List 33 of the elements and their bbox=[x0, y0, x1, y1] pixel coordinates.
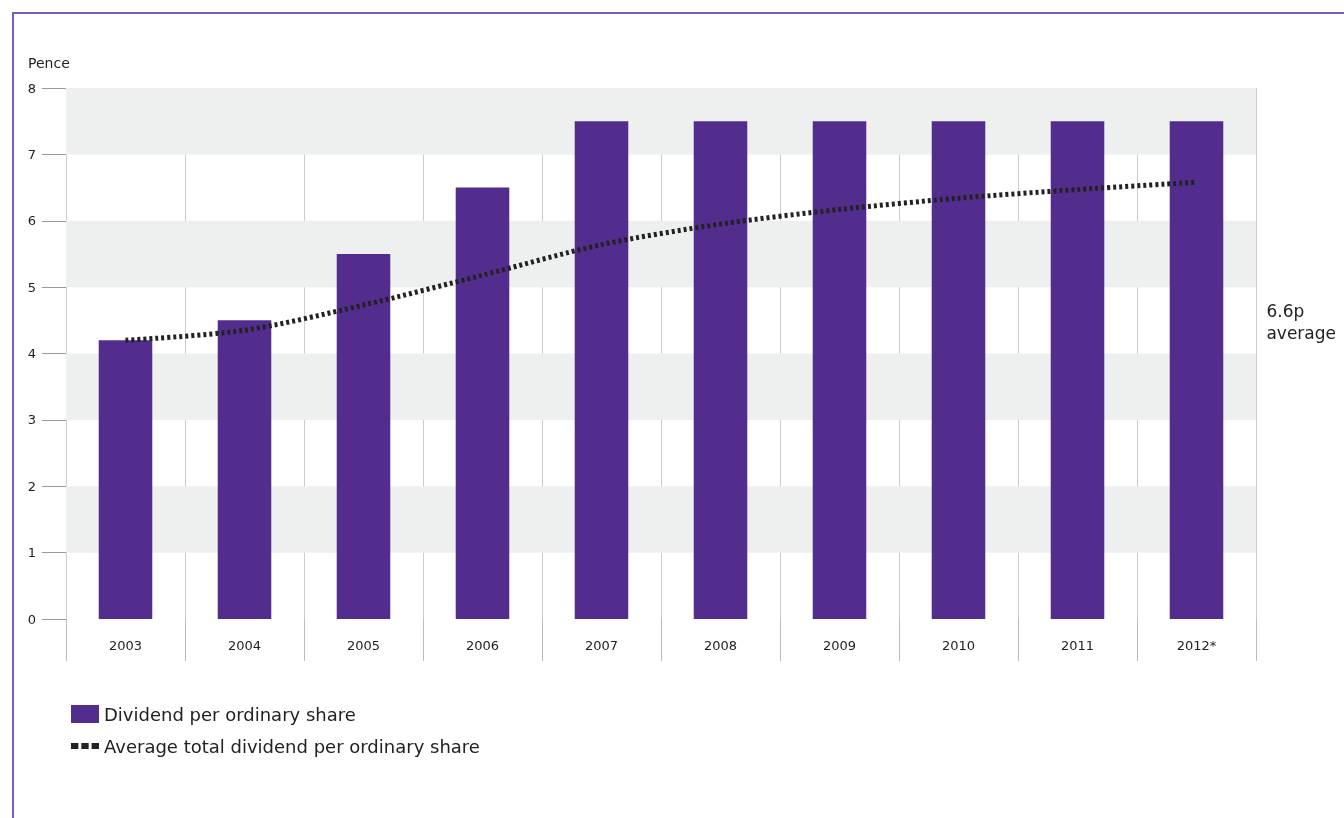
bar bbox=[812, 121, 867, 619]
bar bbox=[455, 187, 510, 619]
bar bbox=[1169, 121, 1224, 619]
y-tick-label: 8 bbox=[27, 80, 36, 96]
x-tick-label: 2012* bbox=[1176, 638, 1217, 653]
y-tick-label: 5 bbox=[27, 279, 36, 295]
y-tick-label: 6 bbox=[27, 213, 36, 229]
x-tick-label: 2005 bbox=[346, 638, 381, 653]
bar bbox=[1050, 121, 1105, 619]
bar bbox=[931, 121, 986, 619]
y-tick-label: 4 bbox=[27, 346, 36, 361]
bar bbox=[217, 320, 272, 619]
x-tick-label: 2008 bbox=[703, 638, 738, 653]
bar bbox=[336, 253, 391, 619]
x-tick-label: 2003 bbox=[108, 638, 143, 653]
legend-label: Average total dividend per ordinary share bbox=[104, 735, 480, 757]
x-tick-label: 2004 bbox=[227, 638, 262, 653]
y-tick-label: 7 bbox=[27, 146, 36, 162]
x-tick-label: 2009 bbox=[822, 638, 857, 653]
x-tick-label: 2010 bbox=[941, 638, 976, 653]
x-tick-label: 2006 bbox=[465, 638, 500, 653]
bar bbox=[693, 121, 748, 619]
y-axis-title: Pence bbox=[28, 55, 70, 71]
y-tick-label: 2 bbox=[27, 478, 36, 494]
text: 6.6p average bbox=[1266, 301, 1336, 343]
bar bbox=[98, 340, 153, 619]
y-tick-label: 1 bbox=[27, 545, 36, 561]
x-tick-label: 2011 bbox=[1060, 638, 1095, 653]
x-tick-label: 2007 bbox=[584, 638, 619, 653]
bar bbox=[574, 121, 629, 619]
legend-label: Dividend per ordinary share bbox=[104, 703, 356, 725]
y-tick-label: 3 bbox=[27, 412, 36, 428]
y-tick-label: 0 bbox=[27, 611, 36, 627]
